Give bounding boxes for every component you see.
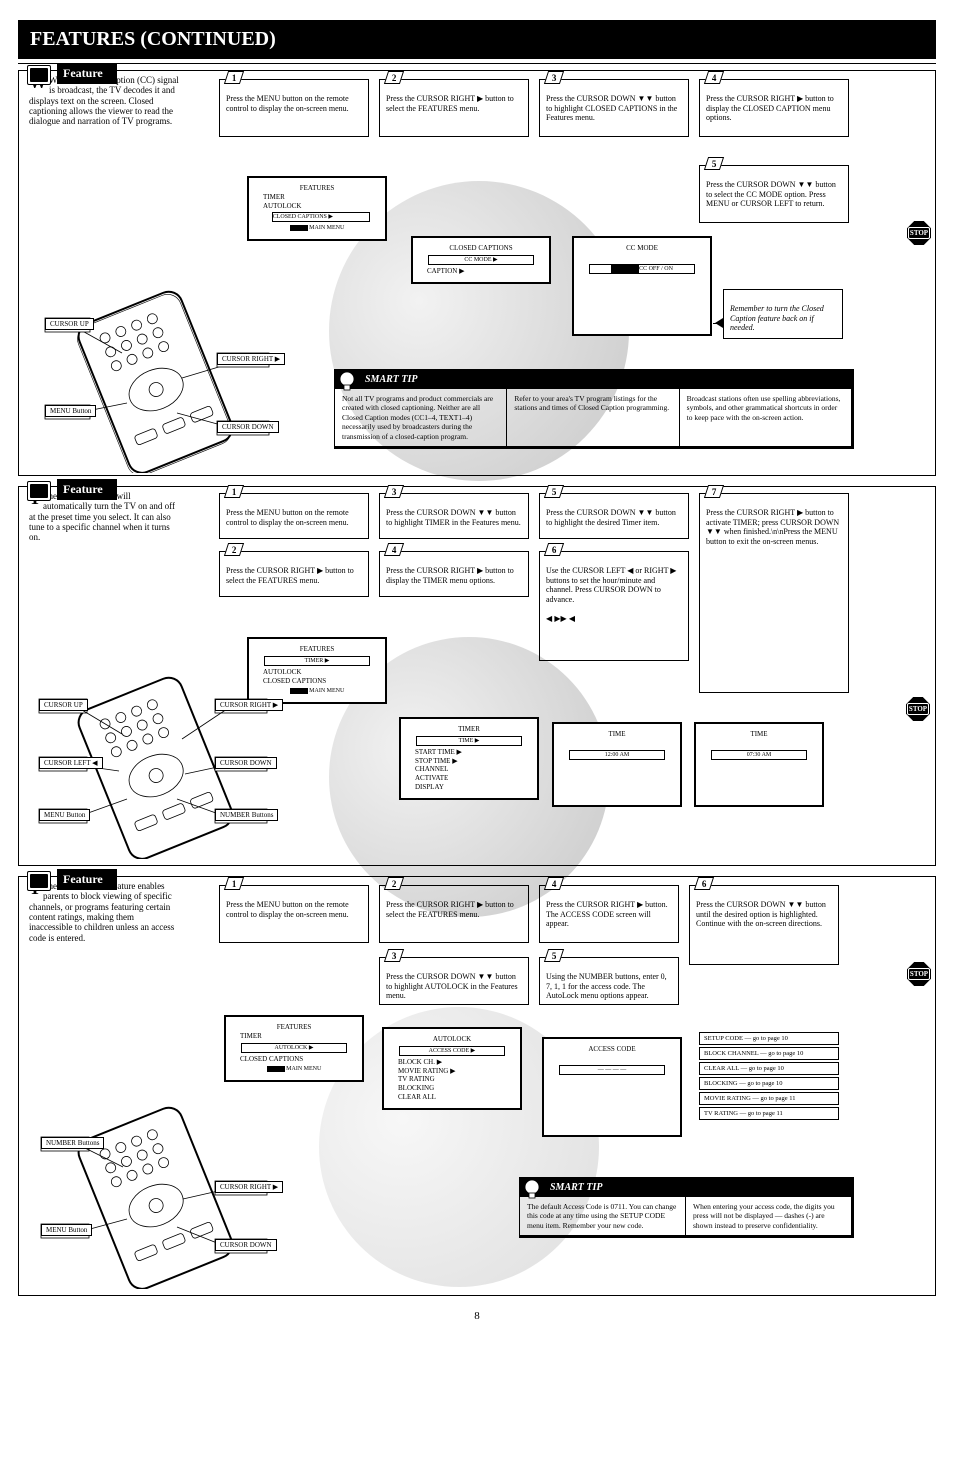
intro-text: TThe TIMER feature will automatically tu… [29, 491, 179, 561]
step-5: 5Press the CURSOR DOWN ▼▼ button to high… [539, 493, 689, 539]
osd-ccmode: CC MODE CC OFF / ON [572, 236, 712, 336]
step-3: 3Press the CURSOR DOWN ▼▼ button to high… [539, 79, 689, 137]
step-2: 2Press the CURSOR RIGHT ▶ button to sele… [379, 79, 529, 137]
step-3: 3Press the CURSOR DOWN ▼▼ button to high… [379, 957, 529, 1005]
remote-diagram: NUMBER Buttons CURSOR RIGHT ▶ MENU Butto… [27, 1089, 287, 1289]
osd-features: FEATURES TIMER AUTOLOCK ▶ CLOSED CAPTION… [224, 1015, 364, 1082]
feature-label: Feature [57, 479, 117, 500]
step-6: 6Use the CURSOR LEFT ◀ or RIGHT ▶ button… [539, 551, 689, 661]
remote-diagram: CURSOR UP CURSOR RIGHT ▶ MENU Button CUR… [27, 273, 287, 473]
cc-example-box: Remember to turn the Closed Caption feat… [723, 289, 843, 339]
remote-diagram: CURSOR UP CURSOR RIGHT ▶ CURSOR LEFT ◀ C… [27, 659, 287, 859]
page-number: 8 [0, 1310, 954, 1322]
osd-timer: TIMER TIME ▶ START TIME ▶STOP TIME ▶ CHA… [399, 717, 539, 800]
stop-icon: STOP [907, 221, 931, 245]
stop-icon: STOP [906, 697, 930, 721]
tv-icon [27, 481, 51, 501]
step-5: 5Using the NUMBER buttons, enter 0, 7, 1… [539, 957, 679, 1005]
step-1: 1Press the MENU button on the remote con… [219, 79, 369, 137]
feature-label: Feature [57, 63, 117, 84]
step-3: 3Press the CURSOR DOWN ▼▼ button to high… [379, 493, 529, 539]
smart-tip: SMART TIP The default Access Code is 071… [519, 1177, 854, 1238]
step-1: 1Press the MENU button on the remote con… [219, 885, 369, 943]
page-title: FEATURES (CONTINUED) [18, 20, 936, 59]
tv-icon [27, 65, 51, 85]
step-2: 2Press the CURSOR RIGHT ▶ button to sele… [219, 551, 369, 597]
osd-time1: TIME 12:00 AM [552, 722, 682, 807]
intro-text: TThe AUTOLOCK feature enables parents to… [29, 881, 179, 943]
step-5: 5Press the CURSOR DOWN ▼▼ button to sele… [699, 165, 849, 223]
tv-icon [27, 871, 51, 891]
osd-accesscode: ACCESS CODE — — — — [542, 1037, 682, 1137]
step-4: 4Press the CURSOR RIGHT ▶ button to disp… [379, 551, 529, 597]
step-4: 4Press the CURSOR RIGHT ▶ button. The AC… [539, 885, 679, 943]
panel-autolock: Feature TThe AUTOLOCK feature enables pa… [18, 876, 936, 1296]
feature-label: Feature [57, 869, 117, 890]
step-6: 6Press the CURSOR DOWN ▼▼ button until t… [689, 885, 839, 965]
osd-cc: CLOSED CAPTIONS CC MODE ▶ CAPTION ▶ [411, 236, 551, 284]
stop-icon: STOP [907, 962, 931, 986]
step-2: 2Press the CURSOR RIGHT ▶ button to sele… [379, 885, 529, 943]
osd-time2: TIME 07:30 AM [694, 722, 824, 807]
panel-closed-caption: Feature WWhen a Closed Caption (CC) sign… [18, 70, 936, 476]
panel-timer: Feature TThe TIMER feature will automati… [18, 486, 936, 866]
step-4: 4Press the CURSOR RIGHT ▶ button to disp… [699, 79, 849, 137]
step-7: 7Press the CURSOR RIGHT ▶ button to acti… [699, 493, 849, 693]
osd-features: FEATURES TIMER AUTOLOCK CLOSED CAPTIONS … [247, 176, 387, 241]
step-1: 1Press the MENU button on the remote con… [219, 493, 369, 539]
divider [18, 63, 936, 64]
osd-autolock: AUTOLOCK ACCESS CODE ▶ BLOCK CH. ▶MOVIE … [382, 1027, 522, 1110]
autolock-index: SETUP CODE — go to page 10 BLOCK CHANNEL… [699, 1032, 839, 1120]
smart-tip: SMART TIP Not all TV programs and produc… [334, 369, 854, 449]
